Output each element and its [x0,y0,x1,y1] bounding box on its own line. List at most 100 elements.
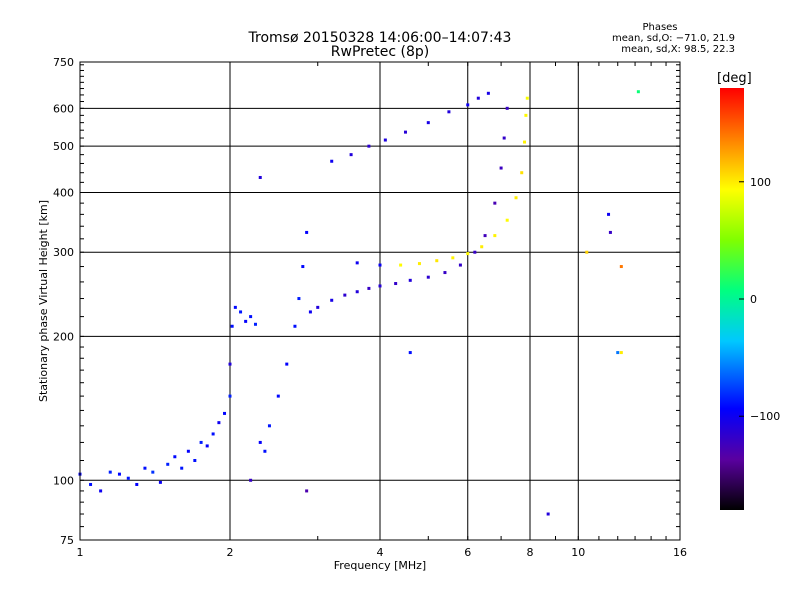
phase-stats-o: mean, sd,O: −71.0, 21.9 [612,33,735,44]
y-tick-label: 75 [60,534,74,547]
data-point [458,263,462,267]
phase-stats-x: mean, sd,X: 98.5, 22.3 [621,44,735,55]
data-point [435,259,439,263]
phase-stats: Phases mean, sd,O: −71.0, 21.9 mean, sd,… [585,22,735,55]
data-point [355,261,359,265]
data-point [355,290,359,294]
data-point [228,362,232,366]
x-axis-label: Frequency [MHz] [334,559,426,572]
data-point [408,351,412,355]
data-point [505,218,509,222]
data-point [367,286,371,290]
data-point [276,394,280,398]
y-axis-label: Stationary phase Virtual Height [km] [37,200,50,402]
colorbar-tick-label: 100 [750,176,771,189]
data-point [399,263,403,267]
data-point [483,234,487,238]
x-tick-label: 10 [571,546,585,559]
y-tick-label: 300 [53,246,74,259]
data-point [205,444,209,448]
data-point [316,305,320,309]
data-point [616,351,620,355]
data-point [367,144,371,148]
data-point [297,297,301,301]
data-point [546,512,550,516]
colorbar-tick-label: −100 [750,410,780,423]
x-tick-label: 1 [77,546,84,559]
chart-title: Tromsø 20150328 14:06:00–14:07:43 [248,30,512,46]
grid [80,62,680,540]
data-point [267,424,271,428]
chart-subtitle: RwPretec (8p) [330,44,430,60]
data-point [301,265,305,269]
data-point [193,458,197,462]
data-point [466,252,470,256]
data-point [253,322,257,326]
data-point [447,110,451,114]
data-point [151,470,155,474]
data-points [78,90,640,516]
data-point [285,362,289,366]
x-tick-label: 4 [377,546,384,559]
data-point [493,201,497,205]
data-point [523,140,527,144]
data-point [258,440,262,444]
y-tick-label: 200 [53,330,74,343]
data-point [166,462,170,466]
data-point [199,440,203,444]
data-point [466,103,470,107]
data-point [608,230,612,234]
phase-stats-heading: Phases [642,22,678,33]
y-tick-label: 750 [53,56,74,69]
data-point [486,91,490,95]
data-point [330,159,334,163]
data-point [126,476,130,480]
data-point [143,466,147,470]
data-point [499,166,503,170]
data-point [585,250,589,254]
data-point [417,262,421,266]
colorbar-tick-label: 0 [750,293,757,306]
data-point [263,449,267,453]
data-point [349,153,353,157]
data-point [305,489,309,493]
x-tick-label: 16 [673,546,687,559]
axis-ticks: 1 2 4 6 8 10 16 75 100 200 300 400 500 600 750 [53,56,687,559]
data-point [99,489,103,493]
data-point [249,315,253,319]
x-tick-label: 2 [227,546,234,559]
data-point [378,284,382,288]
y-tick-label: 400 [53,186,74,199]
colorbar: [deg] 100 0 −100 [717,71,780,510]
data-point [619,265,623,269]
data-point [239,310,243,314]
data-point [186,449,190,453]
data-point [305,230,309,234]
data-point [308,310,312,314]
data-point [89,482,93,486]
data-point [607,212,611,216]
data-point [505,106,509,110]
y-tick-label: 600 [53,102,74,115]
data-point [173,455,177,459]
x-tick-label: 6 [464,546,471,559]
data-point [330,298,334,302]
data-point [158,480,162,484]
data-point [520,171,524,175]
data-point [343,293,347,297]
data-point [525,96,529,100]
data-point [244,319,248,323]
data-point [514,196,518,200]
data-point [249,478,253,482]
colorbar-label: [deg] [717,71,752,86]
data-point [636,90,640,94]
data-point [217,421,221,425]
data-point [211,432,215,436]
data-point [451,256,455,260]
data-point [394,282,398,286]
data-point [135,482,139,486]
data-point [502,136,506,140]
x-tick-label: 8 [527,546,534,559]
data-point [233,305,237,309]
